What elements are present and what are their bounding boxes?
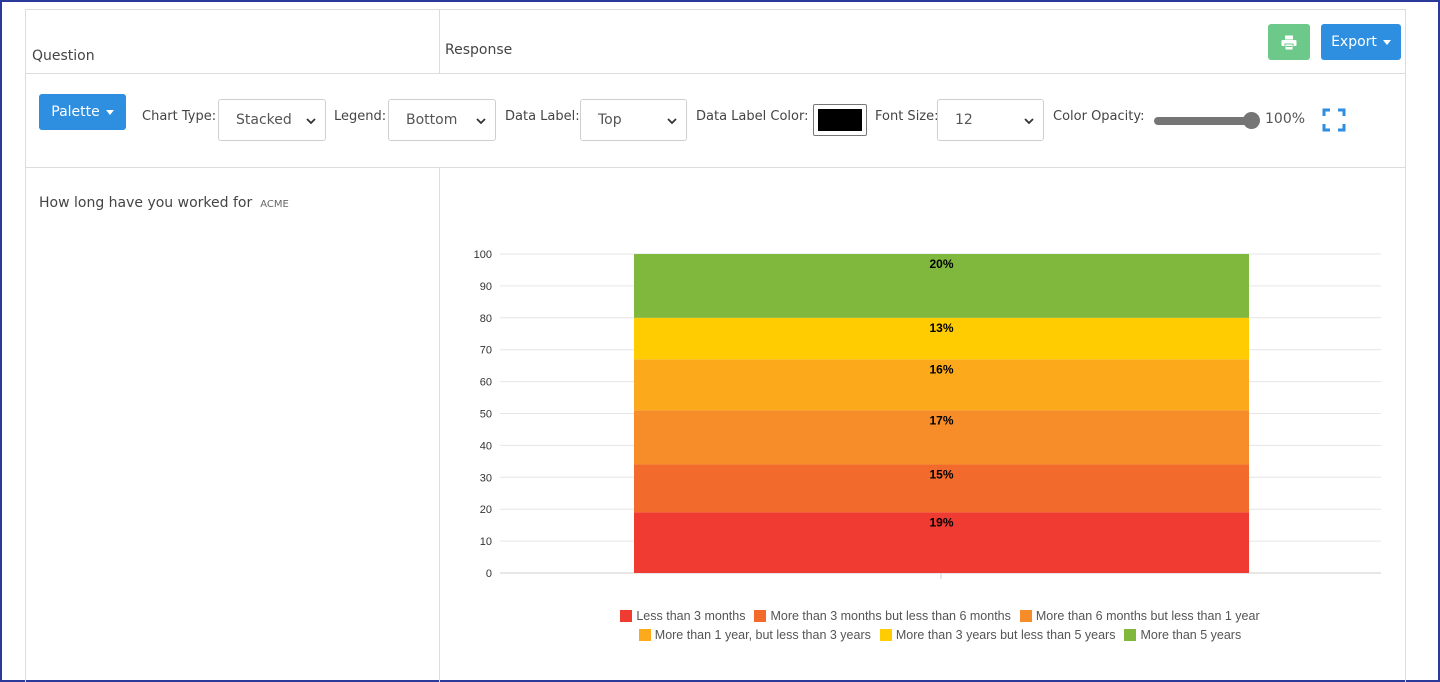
- chevron-down-icon: [306, 118, 316, 125]
- question-text: How long have you worked for: [39, 195, 253, 211]
- legend-swatch: [1019, 609, 1032, 622]
- font-size-select[interactable]: 12: [937, 99, 1044, 141]
- legend-line: More than 1 year, but less than 3 years M…: [440, 625, 1440, 644]
- legend-value: Bottom: [406, 112, 458, 128]
- table-body-row: How long have you worked for ACME: [26, 168, 1405, 682]
- bar-segment: [634, 359, 1249, 411]
- legend-item[interactable]: More than 5 years: [1124, 628, 1241, 642]
- chart-toolbar: Palette Chart Type: Stacked Legend: Bott…: [26, 74, 1405, 168]
- question-cell: How long have you worked for ACME: [39, 195, 289, 211]
- chevron-down-icon: [476, 118, 486, 125]
- bar-segment: [634, 512, 1249, 573]
- chart-legend: Less than 3 months More than 3 months but…: [440, 606, 1440, 644]
- y-tick-label: 10: [480, 536, 492, 548]
- palette-button[interactable]: Palette: [39, 94, 126, 130]
- palette-button-label: Palette: [51, 104, 100, 120]
- y-tick-label: 70: [480, 345, 492, 357]
- legend-label: More than 5 years: [1140, 627, 1242, 642]
- legend-label: More than 3 months but less than 6 month…: [770, 608, 1011, 623]
- stacked-bar-chart: 0 10 20 30 40 50 60 70 80 90 100 19% 15% 17% 16% 13% 20%: [474, 249, 1381, 580]
- slider-thumb[interactable]: [1243, 112, 1260, 129]
- caret-down-icon: [1382, 39, 1391, 45]
- fullscreen-icon[interactable]: [1322, 108, 1346, 132]
- legend-select[interactable]: Bottom: [388, 99, 496, 141]
- column-divider: [439, 168, 440, 682]
- legend-item[interactable]: More than 6 months but less than 1 year: [1019, 608, 1260, 623]
- y-tick-label: 100: [474, 249, 492, 261]
- export-button-label: Export: [1331, 34, 1377, 50]
- font-size-value: 12: [955, 112, 973, 128]
- y-tick-label: 20: [480, 504, 492, 516]
- table-header-row: Question Response Export: [26, 10, 1405, 74]
- data-label: 13%: [929, 321, 953, 335]
- chart-type-value: Stacked: [236, 112, 291, 128]
- color-opacity-slider[interactable]: [1154, 117, 1252, 125]
- print-button[interactable]: [1268, 24, 1310, 60]
- export-button[interactable]: Export: [1321, 24, 1401, 60]
- results-table: Question Response Export Palette Chart T…: [25, 9, 1406, 682]
- data-label: 19%: [929, 515, 953, 529]
- data-label: 17%: [929, 413, 953, 427]
- data-label-color-label: Data Label Color:: [696, 109, 809, 124]
- chevron-down-icon: [1024, 118, 1034, 125]
- data-label: 15%: [929, 468, 953, 482]
- legend-label: More than 6 months but less than 1 year: [1035, 608, 1260, 623]
- data-label: 20%: [929, 257, 953, 271]
- legend-item[interactable]: More than 3 years but less than 5 years: [879, 627, 1116, 642]
- legend-swatch: [1124, 628, 1137, 641]
- legend-item[interactable]: More than 1 year, but less than 3 years: [638, 627, 871, 642]
- data-label: 16%: [929, 362, 953, 376]
- chevron-down-icon: [667, 118, 677, 125]
- font-size-label: Font Size:: [875, 109, 939, 124]
- y-tick-label: 30: [480, 472, 492, 484]
- bar-segment: [634, 464, 1249, 513]
- legend-item[interactable]: More than 3 months but less than 6 month…: [754, 608, 1011, 623]
- color-opacity-value: 100%: [1265, 111, 1306, 127]
- data-label-select[interactable]: Top: [580, 99, 687, 141]
- y-tick-label: 40: [480, 440, 492, 452]
- chart-type-select[interactable]: Stacked: [218, 99, 326, 141]
- color-swatch-fill: [818, 109, 862, 131]
- bar-segment: [634, 410, 1249, 465]
- legend-label: Less than 3 months: [636, 608, 746, 623]
- data-label-label: Data Label:: [505, 109, 580, 124]
- legend-label: More than 1 year, but less than 3 years: [654, 627, 871, 642]
- caret-down-icon: [105, 109, 114, 115]
- y-tick-label: 50: [480, 409, 492, 421]
- data-label-color-picker[interactable]: [813, 104, 867, 136]
- legend-swatch: [754, 609, 767, 622]
- bar-segment: [634, 254, 1249, 318]
- data-label-value: Top: [598, 112, 622, 128]
- legend-label: More than 3 years but less than 5 years: [895, 627, 1116, 642]
- bar-segment: [634, 317, 1249, 360]
- legend-item[interactable]: Less than 3 months: [620, 609, 745, 623]
- y-tick-label: 90: [480, 281, 492, 293]
- legend-label: Legend:: [334, 109, 387, 124]
- response-column-header: Response: [445, 42, 513, 58]
- legend-swatch: [620, 609, 633, 622]
- legend-line: Less than 3 months More than 3 months but…: [440, 606, 1440, 625]
- printer-icon: [1281, 35, 1297, 50]
- y-tick-label: 80: [480, 313, 492, 325]
- legend-swatch: [879, 628, 892, 641]
- column-divider: [439, 10, 440, 74]
- y-tick-label: 60: [480, 377, 492, 389]
- question-column-header: Question: [32, 48, 95, 64]
- chart-type-label: Chart Type:: [142, 109, 217, 124]
- legend-swatch: [638, 628, 651, 641]
- question-tag: ACME: [260, 199, 289, 210]
- color-opacity-label: Color Opacity:: [1053, 109, 1145, 124]
- y-tick-label: 0: [486, 568, 492, 580]
